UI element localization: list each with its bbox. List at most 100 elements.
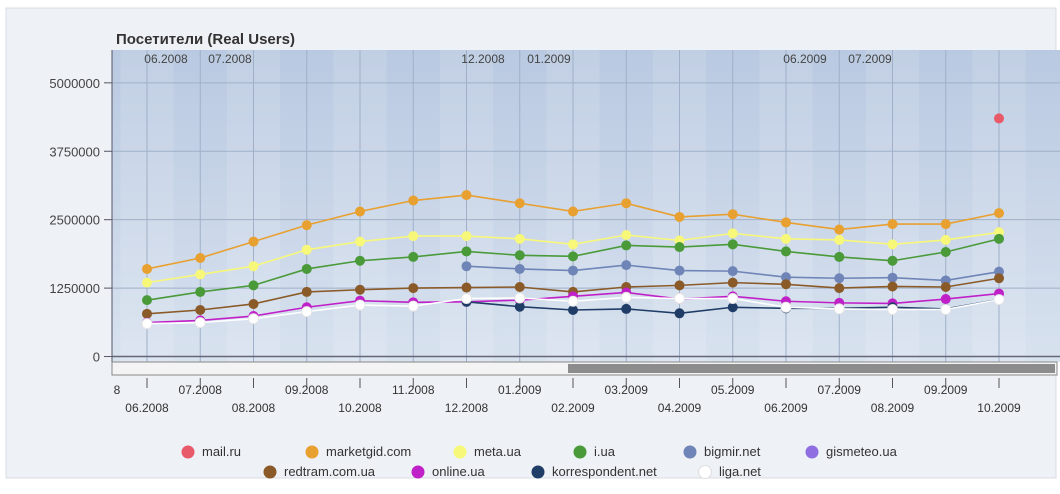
data-point[interactable] — [142, 277, 152, 288]
data-point[interactable] — [674, 293, 685, 305]
legend-item[interactable]: liga.net — [698, 464, 762, 479]
data-point[interactable] — [355, 255, 365, 266]
data-point[interactable] — [461, 231, 472, 242]
data-point[interactable] — [621, 230, 632, 241]
data-point[interactable] — [940, 234, 951, 245]
data-point[interactable] — [407, 300, 419, 312]
data-point[interactable] — [727, 266, 738, 277]
data-point[interactable] — [674, 280, 685, 291]
legend-item[interactable]: mail.ru — [181, 444, 242, 459]
data-point[interactable] — [727, 239, 738, 250]
data-point[interactable] — [727, 277, 738, 288]
data-point[interactable] — [568, 251, 578, 262]
data-point[interactable] — [621, 260, 632, 271]
data-point[interactable] — [461, 293, 472, 305]
data-point[interactable] — [514, 198, 525, 209]
data-point[interactable] — [514, 250, 525, 261]
data-point[interactable] — [301, 244, 312, 255]
data-point[interactable] — [142, 295, 152, 306]
data-point[interactable] — [834, 234, 845, 245]
data-point[interactable] — [461, 261, 472, 272]
legend-item[interactable]: i.ua — [573, 444, 616, 459]
data-point[interactable] — [727, 228, 738, 239]
data-point[interactable] — [887, 219, 898, 230]
data-point[interactable] — [993, 294, 1005, 306]
data-point[interactable] — [994, 113, 1004, 124]
data-point[interactable] — [567, 295, 579, 307]
data-point[interactable] — [301, 286, 312, 297]
data-point[interactable] — [887, 255, 898, 266]
data-point[interactable] — [195, 253, 206, 263]
data-point[interactable] — [355, 236, 365, 247]
legend-item[interactable]: korrespondent.net — [531, 464, 658, 479]
data-point[interactable] — [674, 242, 685, 253]
legend-item[interactable]: gismeteo.ua — [805, 444, 898, 459]
data-point[interactable] — [994, 233, 1004, 244]
data-point[interactable] — [834, 273, 845, 284]
data-point[interactable] — [781, 272, 791, 283]
data-point[interactable] — [781, 233, 791, 244]
data-point[interactable] — [727, 293, 739, 305]
data-point[interactable] — [408, 195, 419, 206]
data-point[interactable] — [568, 239, 578, 250]
data-point[interactable] — [355, 206, 365, 217]
data-point[interactable] — [834, 283, 845, 294]
data-point[interactable] — [514, 292, 526, 304]
data-point[interactable] — [781, 246, 791, 257]
data-point[interactable] — [887, 272, 898, 283]
data-point[interactable] — [248, 313, 259, 325]
data-point[interactable] — [940, 294, 951, 305]
data-point[interactable] — [834, 224, 845, 235]
data-point[interactable] — [194, 317, 206, 329]
data-point[interactable] — [781, 217, 791, 228]
data-point[interactable] — [834, 251, 845, 262]
data-point[interactable] — [248, 236, 259, 247]
data-point[interactable] — [248, 261, 259, 272]
data-point[interactable] — [887, 303, 898, 315]
data-point[interactable] — [674, 211, 685, 222]
data-point[interactable] — [514, 301, 525, 312]
data-point[interactable] — [887, 281, 898, 292]
data-point[interactable] — [727, 302, 738, 313]
data-point[interactable] — [994, 273, 1004, 284]
data-point[interactable] — [568, 305, 578, 315]
data-point[interactable] — [621, 303, 632, 314]
data-point[interactable] — [195, 286, 206, 297]
data-point[interactable] — [408, 231, 419, 242]
data-point[interactable] — [141, 318, 153, 330]
data-point[interactable] — [780, 301, 792, 313]
data-point[interactable] — [781, 279, 791, 290]
data-point[interactable] — [940, 303, 952, 315]
data-point[interactable] — [248, 280, 259, 291]
legend-item[interactable]: online.ua — [411, 464, 486, 479]
data-point[interactable] — [514, 282, 525, 293]
data-point[interactable] — [195, 305, 206, 315]
data-point[interactable] — [408, 283, 419, 294]
data-point[interactable] — [727, 209, 738, 220]
data-point[interactable] — [621, 198, 632, 209]
data-point[interactable] — [301, 306, 313, 318]
data-point[interactable] — [568, 206, 578, 217]
data-point[interactable] — [514, 263, 525, 274]
data-point[interactable] — [833, 303, 845, 315]
data-point[interactable] — [940, 282, 951, 293]
data-point[interactable] — [940, 246, 951, 257]
data-point[interactable] — [142, 308, 152, 319]
data-point[interactable] — [355, 284, 365, 295]
legend-item[interactable]: redtram.com.ua — [263, 464, 376, 479]
data-point[interactable] — [461, 190, 472, 201]
legend-item[interactable]: marketgid.com — [305, 444, 412, 459]
data-point[interactable] — [940, 219, 951, 230]
data-point[interactable] — [354, 299, 366, 311]
data-point[interactable] — [461, 282, 472, 293]
data-point[interactable] — [461, 246, 472, 257]
data-point[interactable] — [301, 263, 312, 274]
data-point[interactable] — [408, 251, 419, 262]
data-point[interactable] — [674, 308, 685, 319]
data-point[interactable] — [195, 269, 206, 280]
data-point[interactable] — [301, 220, 312, 231]
data-point[interactable] — [248, 298, 259, 309]
data-point[interactable] — [620, 291, 632, 303]
data-point[interactable] — [514, 233, 525, 244]
data-point[interactable] — [994, 208, 1004, 219]
